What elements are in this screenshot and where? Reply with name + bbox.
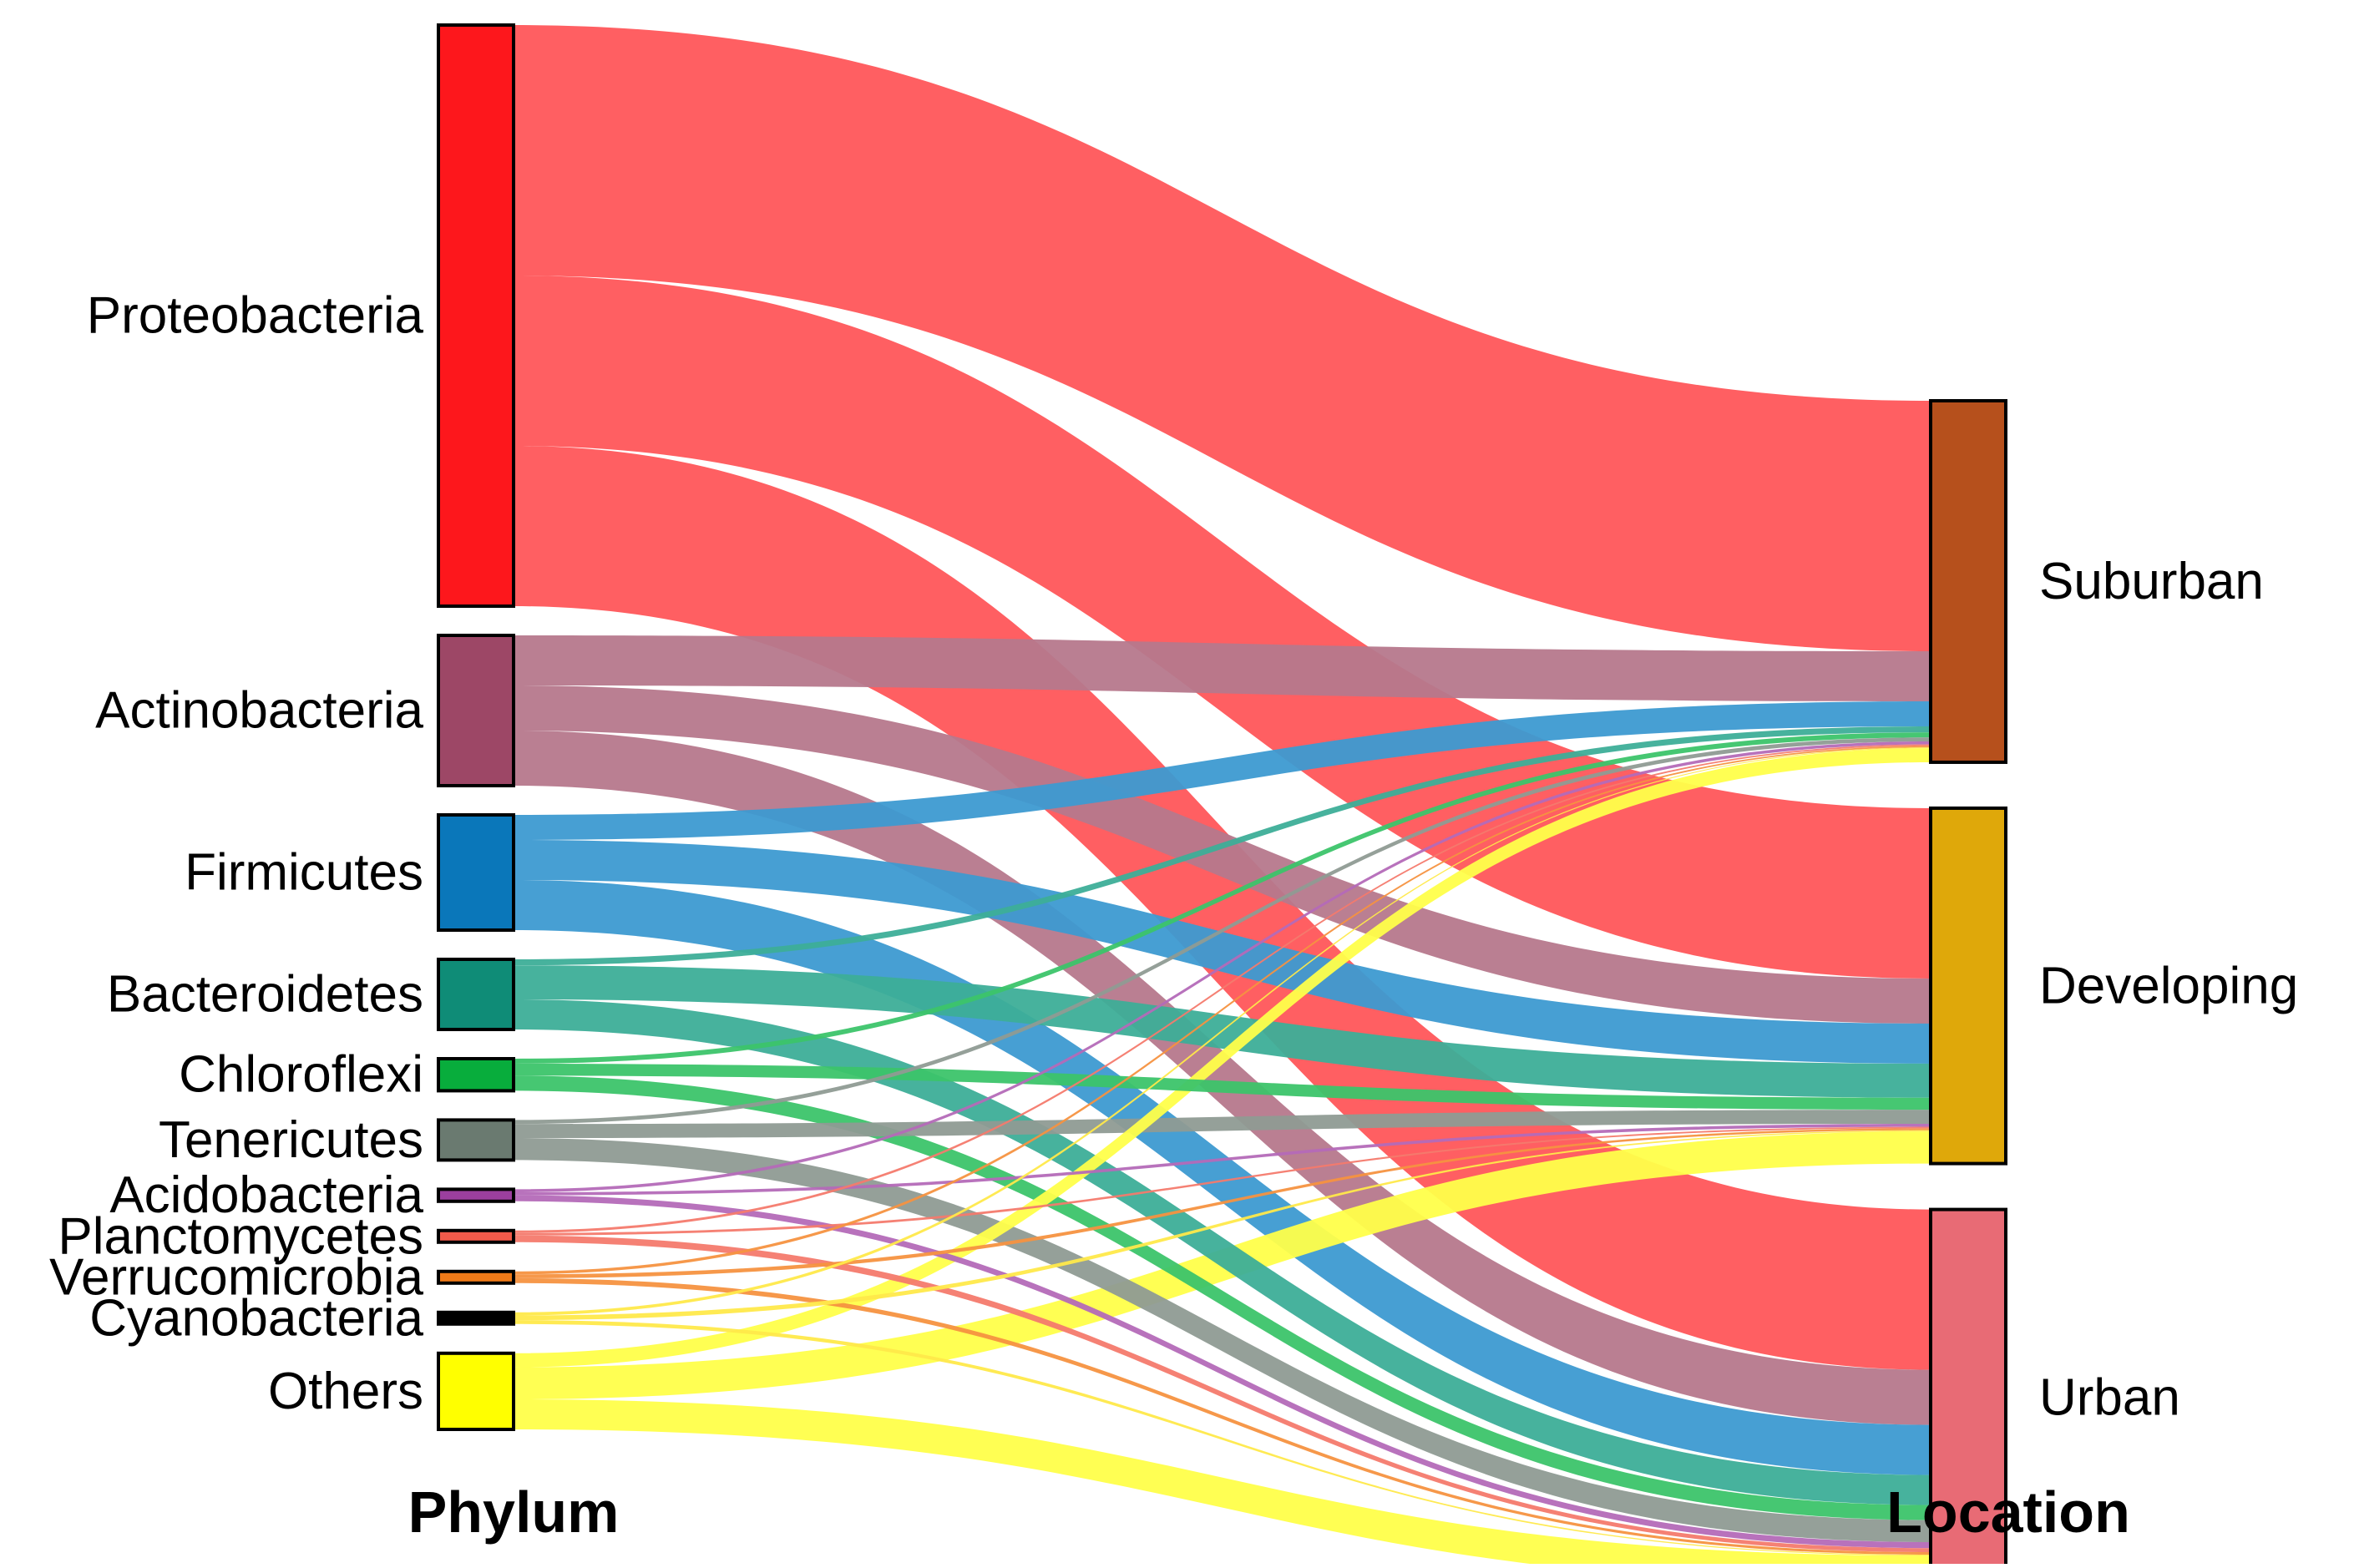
right-column-label: Location (1886, 1479, 2130, 1545)
flow-chloroflexi-to-urban (514, 1075, 1931, 1520)
node-label-others: Others (268, 1363, 423, 1420)
node-label-verrucomicrobia: Verrucomicrobia (49, 1248, 423, 1306)
node-label-proteobacteria: Proteobacteria (87, 287, 424, 345)
flow-planctomycetes-to-urban (514, 1235, 1931, 1552)
node-cyanobacteria (437, 1310, 515, 1326)
flow-acidobacteria-to-suburban (514, 741, 1931, 1192)
flows-layer (514, 25, 1931, 1568)
flow-planctomycetes-to-developing (514, 1126, 1931, 1236)
node-actinobacteria (437, 634, 515, 787)
flow-chloroflexi-to-suburban (514, 732, 1931, 1064)
flow-tenericutes-to-urban (514, 1138, 1931, 1542)
flow-bacteroidetes-to-urban (514, 999, 1931, 1505)
flow-verrucomicrobia-to-urban (514, 1277, 1931, 1555)
node-planctomycetes (437, 1228, 515, 1244)
node-label-chloroflexi: Chloroflexi (179, 1046, 423, 1104)
node-verrucomicrobia (437, 1269, 515, 1285)
flow-chloroflexi-to-developing (514, 1064, 1931, 1110)
flow-actinobacteria-to-suburban (514, 635, 1931, 701)
flow-planctomycetes-to-suburban (514, 744, 1931, 1233)
flow-tenericutes-to-developing (514, 1110, 1931, 1138)
node-label-tenericutes: Tenericutes (159, 1111, 423, 1169)
node-label-planctomycetes: Planctomycetes (58, 1207, 423, 1265)
node-developing (1929, 806, 2007, 1166)
node-tenericutes (437, 1118, 515, 1162)
node-label-suburban: Suburban (2039, 553, 2264, 610)
node-chloroflexi (437, 1057, 515, 1093)
node-urban (1929, 1207, 2007, 1568)
flow-others-to-urban (514, 1399, 1931, 1568)
node-label-developing: Developing (2039, 957, 2298, 1014)
flow-proteobacteria-to-suburban (514, 25, 1931, 651)
flow-verrucomicrobia-to-developing (514, 1128, 1931, 1278)
node-bacteroidetes (437, 958, 515, 1031)
flow-bacteroidetes-to-suburban (514, 726, 1931, 966)
node-label-bacteroidetes: Bacteroidetes (107, 966, 423, 1024)
node-label-firmicutes: Firmicutes (185, 844, 423, 902)
flow-actinobacteria-to-urban (514, 731, 1931, 1425)
node-label-urban: Urban (2039, 1368, 2180, 1426)
nodes-layer (437, 23, 2007, 1568)
node-suburban (1929, 399, 2007, 764)
node-others (437, 1351, 515, 1432)
left-column-label: Phylum (408, 1479, 620, 1545)
flow-acidobacteria-to-developing (514, 1123, 1931, 1196)
node-proteobacteria (437, 23, 515, 608)
flow-verrucomicrobia-to-suburban (514, 746, 1931, 1275)
flow-cyanobacteria-to-suburban (514, 747, 1931, 1316)
flow-firmicutes-to-developing (514, 840, 1931, 1064)
node-acidobacteria (437, 1187, 515, 1203)
flow-cyanobacteria-to-urban (514, 1320, 1931, 1556)
flow-others-to-suburban (514, 748, 1931, 1368)
node-label-acidobacteria: Acidobacteria (109, 1166, 423, 1224)
flow-cyanobacteria-to-developing (514, 1130, 1931, 1321)
flow-acidobacteria-to-urban (514, 1195, 1931, 1549)
labels-layer: Proteobacteria Actinobacteria Firmicutes Ba… (49, 287, 2298, 1427)
flow-actinobacteria-to-developing (514, 685, 1931, 1024)
node-label-cyanobacteria: Cyanobacteria (89, 1289, 423, 1347)
flow-firmicutes-to-urban (514, 880, 1931, 1475)
node-firmicutes (437, 813, 515, 932)
node-label-actinobacteria: Actinobacteria (95, 682, 423, 740)
flow-firmicutes-to-suburban (514, 701, 1931, 840)
flow-tenericutes-to-suburban (514, 737, 1931, 1125)
